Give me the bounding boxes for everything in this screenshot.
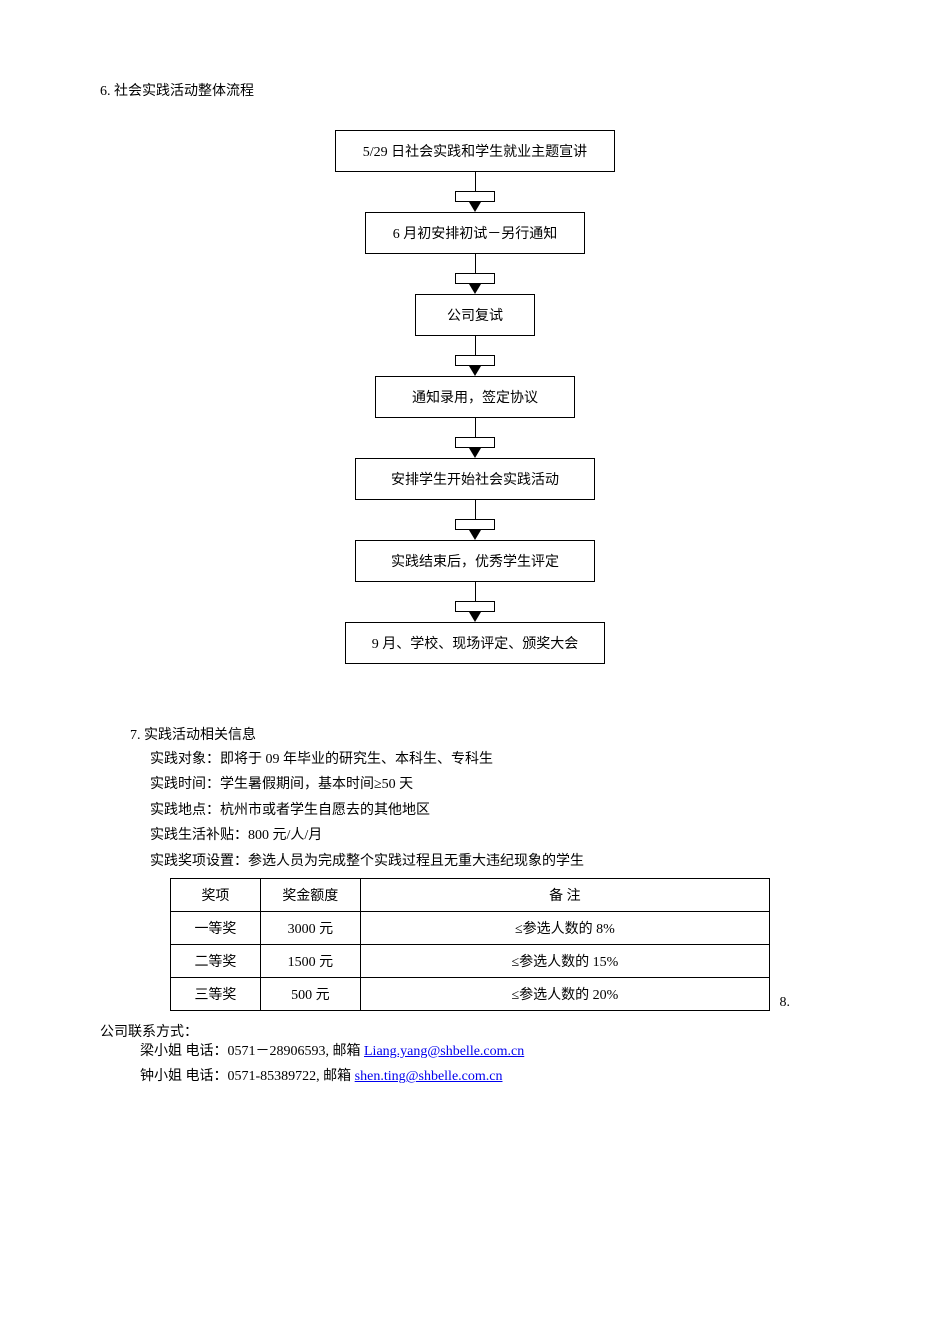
contact-line: 钟小姐 电话：0571-85389722, 邮箱 shen.ting@shbel… [140, 1066, 850, 1088]
table-header: 奖项 [171, 878, 261, 911]
email-link[interactable]: Liang.yang@shbelle.com.cn [364, 1044, 524, 1059]
table-row: 三等奖 500 元 ≤参选人数的 20% [171, 977, 770, 1010]
side-number: 8. [780, 995, 791, 1011]
contact-title: 公司联系方式： [100, 1021, 850, 1041]
section-7-title: 7. 实践活动相关信息 [130, 724, 850, 744]
table-cell: 一等奖 [171, 911, 261, 944]
table-cell: ≤参选人数的 15% [360, 944, 769, 977]
table-header: 奖金额度 [260, 878, 360, 911]
table-row: 二等奖 1500 元 ≤参选人数的 15% [171, 944, 770, 977]
table-header: 备 注 [360, 878, 769, 911]
flow-step-5: 安排学生开始社会实践活动 [355, 458, 595, 500]
table-cell: 3000 元 [260, 911, 360, 944]
flow-arrow [455, 582, 495, 622]
flow-step-2: 6 月初安排初试－另行通知 [365, 212, 585, 254]
info-line: 实践时间：学生暑假期间，基本时间≥50 天 [150, 774, 850, 796]
table-cell: ≤参选人数的 20% [360, 977, 769, 1010]
table-cell: 1500 元 [260, 944, 360, 977]
table-row: 奖项 奖金额度 备 注 [171, 878, 770, 911]
contact-prefix: 钟小姐 电话：0571-85389722, 邮箱 [140, 1069, 355, 1084]
flow-arrow [455, 254, 495, 294]
flow-step-6: 实践结束后，优秀学生评定 [355, 540, 595, 582]
info-line: 实践地点：杭州市或者学生自愿去的其他地区 [150, 800, 850, 822]
email-link[interactable]: shen.ting@shbelle.com.cn [355, 1069, 503, 1084]
contact-prefix: 梁小姐 电话：0571－28906593, 邮箱 [140, 1044, 364, 1059]
table-row: 一等奖 3000 元 ≤参选人数的 8% [171, 911, 770, 944]
flow-arrow [455, 172, 495, 212]
flow-step-7: 9 月、学校、现场评定、颁奖大会 [345, 622, 605, 664]
flowchart: 5/29 日社会实践和学生就业主题宣讲 6 月初安排初试－另行通知 公司复试 通… [100, 130, 850, 664]
info-line: 实践生活补贴：800 元/人/月 [150, 825, 850, 847]
table-cell: ≤参选人数的 8% [360, 911, 769, 944]
contact-line: 梁小姐 电话：0571－28906593, 邮箱 Liang.yang@shbe… [140, 1041, 850, 1063]
flow-arrow [455, 418, 495, 458]
flow-arrow [455, 500, 495, 540]
info-line: 实践对象：即将于 09 年毕业的研究生、本科生、专科生 [150, 749, 850, 771]
info-line: 实践奖项设置：参选人员为完成整个实践过程且无重大违纪现象的学生 [150, 851, 850, 873]
flow-step-3: 公司复试 [415, 294, 535, 336]
award-table: 奖项 奖金额度 备 注 一等奖 3000 元 ≤参选人数的 8% 二等奖 150… [170, 878, 770, 1011]
section-6-title: 6. 社会实践活动整体流程 [100, 80, 850, 100]
flow-step-4: 通知录用，签定协议 [375, 376, 575, 418]
flow-step-1: 5/29 日社会实践和学生就业主题宣讲 [335, 130, 615, 172]
table-cell: 500 元 [260, 977, 360, 1010]
table-cell: 三等奖 [171, 977, 261, 1010]
flow-arrow [455, 336, 495, 376]
table-cell: 二等奖 [171, 944, 261, 977]
